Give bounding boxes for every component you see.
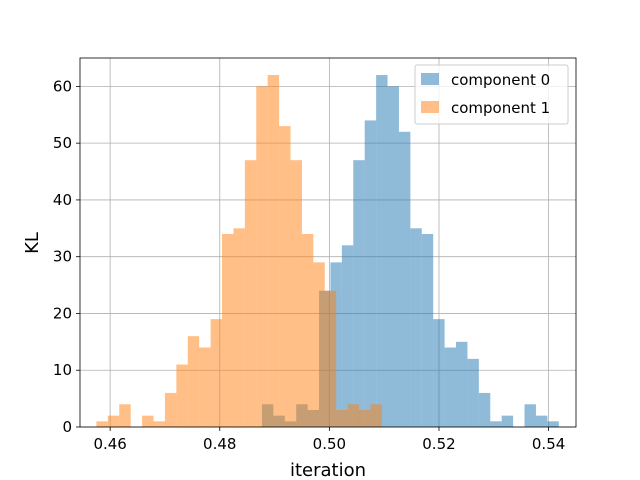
x-tick-label: 0.54: [532, 435, 565, 453]
histogram-bar-component-1: [107, 415, 120, 427]
histogram-bar-component-1: [96, 421, 108, 427]
histogram-bar-component-1: [176, 364, 188, 427]
y-tick-label: 0: [62, 418, 72, 436]
legend-label-component-1: component 1: [451, 99, 550, 117]
histogram-bar-component-1: [336, 409, 348, 427]
histogram-bar-component-1: [187, 336, 200, 427]
histogram-bar-component-0: [341, 245, 354, 427]
histogram-bar-component-1: [222, 233, 234, 427]
histogram-bar-component-1: [359, 409, 371, 427]
legend-swatch-component-0: [421, 73, 439, 85]
histogram-bar-component-1: [267, 75, 280, 428]
x-axis-ticks: 0.46 0.48 0.50 0.52 0.54: [93, 427, 565, 453]
histogram-bar-component-0: [353, 160, 365, 427]
plot-frame: [79, 57, 577, 428]
x-tick-label: 0.52: [422, 435, 455, 453]
histogram-bar-component-1: [313, 262, 325, 427]
histogram-bar-component-1: [347, 404, 360, 427]
x-tick-label: 0.50: [313, 435, 346, 453]
legend-label-component-0: component 0: [451, 71, 550, 89]
y-tick-label: 60: [53, 77, 72, 95]
legend: component 0 component 1: [414, 64, 569, 125]
histogram-bar-component-1: [164, 392, 177, 427]
histogram-bar-component-1: [279, 126, 291, 427]
histogram-bar-component-1: [244, 160, 257, 427]
histogram-bar-component-1: [153, 421, 165, 427]
histogram-bar-component-0: [467, 358, 479, 427]
histogram-bar-component-1: [301, 233, 314, 427]
y-tick-label: 20: [53, 304, 72, 322]
histogram-bar-component-0: [524, 404, 536, 427]
x-tick-label: 0.46: [93, 435, 126, 453]
histogram-bar-component-0: [410, 228, 422, 427]
y-tick-label: 50: [53, 134, 72, 152]
y-tick-label: 40: [53, 191, 72, 209]
histogram-bar-component-0: [433, 319, 445, 427]
histogram-bar-component-0: [501, 415, 514, 427]
histogram-bar-component-0: [444, 347, 457, 427]
histogram-bar-component-0: [478, 392, 491, 427]
x-tick-label: 0.48: [203, 435, 236, 453]
histogram-bar-component-0: [535, 415, 548, 427]
histogram-bar-component-1: [142, 415, 154, 427]
histogram-bar-component-0: [421, 233, 434, 427]
y-axis-label: KL: [22, 232, 43, 254]
histogram-bars: [96, 75, 559, 428]
histogram-bar-component-1: [256, 86, 268, 427]
histogram-bar-component-1: [210, 319, 223, 427]
histogram-bar-component-1: [290, 160, 302, 427]
histogram-bar-component-0: [387, 86, 399, 427]
histogram-bar-component-0: [398, 131, 411, 428]
histogram-bar-component-0: [364, 120, 377, 427]
legend-swatch-component-1: [421, 101, 439, 113]
grid-lines: [80, 58, 576, 428]
histogram-bar-component-1: [119, 404, 131, 427]
x-axis-label: iteration: [290, 460, 366, 480]
histogram-bar-component-0: [490, 421, 502, 427]
y-tick-label: 10: [53, 361, 72, 379]
histogram-bar-component-1: [199, 347, 211, 427]
histogram-bar-component-1: [370, 404, 382, 427]
y-tick-label: 30: [53, 248, 72, 266]
y-axis-ticks: 0 10 20 30 40 50 60: [53, 77, 80, 436]
legend-box: [414, 64, 569, 125]
histogram-bar-component-1: [233, 228, 245, 427]
histogram-bar-component-1: [324, 290, 337, 427]
histogram-bar-component-0: [376, 75, 388, 428]
histogram-bar-component-0: [547, 421, 559, 427]
histogram-bar-component-0: [456, 341, 468, 427]
